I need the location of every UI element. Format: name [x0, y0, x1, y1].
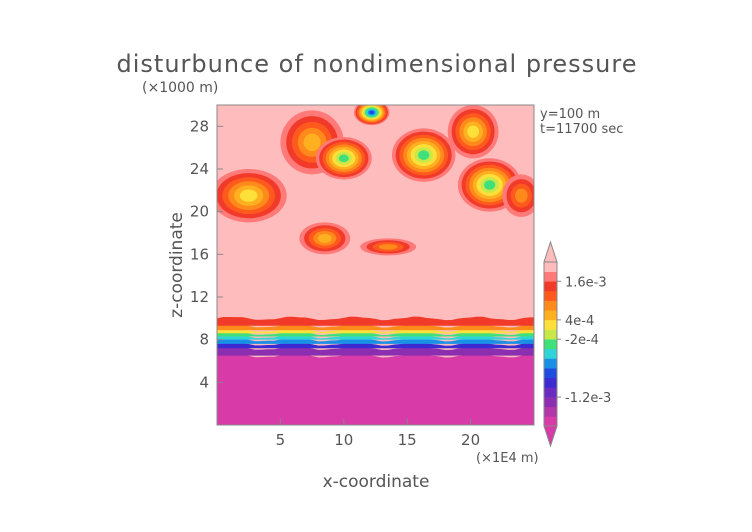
y-tick-label: 20	[190, 203, 209, 221]
colorbar-swatch-11	[544, 310, 557, 321]
colorbar-swatch-10	[544, 319, 557, 330]
colorbar-swatch-3	[544, 387, 557, 398]
colorbar-swatch-4	[544, 377, 557, 388]
y-axis-label: z-coordinate	[167, 212, 187, 318]
x-scale-note: (×1E4 m)	[476, 451, 539, 466]
colorbar-swatch-0	[544, 416, 557, 427]
contour-cell-3-ring-10	[369, 110, 374, 115]
contour-band-8	[217, 316, 534, 326]
contour-cell-8-ring-4	[317, 233, 332, 243]
y-tick-label: 24	[190, 160, 209, 178]
y-tick-label: 16	[190, 245, 209, 263]
colorbar-swatch-15	[544, 271, 557, 282]
y-scale-note: (×1000 m)	[142, 80, 218, 96]
contour-cell-9-ring-3	[378, 244, 398, 250]
colorbar: -1.2e-3 -2e-4 4e-4 1.6e-3	[543, 240, 611, 448]
colorbar-top-arrow	[543, 240, 558, 263]
contour-band-0	[217, 353, 534, 425]
colorbar-frame	[543, 261, 558, 427]
colorbar-label: 1.6e-3	[565, 275, 607, 290]
colorbar-swatch-14	[544, 281, 557, 292]
contour-band-1	[217, 346, 534, 356]
contour-cell-0-ring-5	[239, 189, 258, 202]
y-tick-label: 8	[199, 331, 209, 349]
colorbar-label: -1.2e-3	[565, 391, 611, 406]
colorbar-swatch-13	[544, 290, 557, 301]
contour-cell-7-ring-3	[515, 188, 528, 203]
x-tick-label: 15	[398, 431, 417, 449]
y-tick-label: 28	[190, 117, 209, 135]
y-tick-label: 4	[199, 373, 209, 391]
x-tick-label: 20	[461, 431, 480, 449]
plot-frame	[216, 104, 535, 426]
colorbar-swatch-2	[544, 397, 557, 408]
x-tick-label: 10	[334, 431, 353, 449]
contour-cell-5-ring-5	[467, 125, 480, 138]
x-tick-label: 5	[276, 431, 286, 449]
chart-title: disturbunce of nondimensional pressure	[117, 50, 638, 78]
colorbar-swatch-16	[544, 262, 557, 272]
x-axis-label: x-coordinate	[323, 472, 430, 492]
colorbar-swatch-7	[544, 348, 557, 359]
colorbar-bottom-arrow	[543, 425, 558, 448]
contour-cell-1-ring-4	[303, 133, 321, 152]
x-axis-ticks: 5 10 15 20	[276, 419, 480, 449]
contour-cell-6-ring-7	[484, 180, 496, 190]
plot-area	[217, 105, 534, 425]
contour-cell-2-ring-7	[338, 154, 349, 163]
y-tick-label: 12	[190, 288, 209, 306]
colorbar-swatch-6	[544, 358, 557, 369]
colorbar-swatch-5	[544, 368, 557, 379]
colorbar-label: -2e-4	[565, 333, 599, 348]
info-line-time: t=11700 sec	[540, 122, 623, 137]
info-line-space: y=100 m	[540, 107, 600, 122]
colorbar-swatch-12	[544, 300, 557, 311]
colorbar-swatch-8	[544, 339, 557, 350]
colorbar-swatch-1	[544, 406, 557, 417]
colorbar-label: 4e-4	[565, 314, 594, 329]
colorbar-swatch-9	[544, 329, 557, 340]
y-axis-ticks: 4 8 12 16 20 24 28	[190, 117, 223, 391]
contour-cell-4-ring-7	[418, 150, 430, 160]
